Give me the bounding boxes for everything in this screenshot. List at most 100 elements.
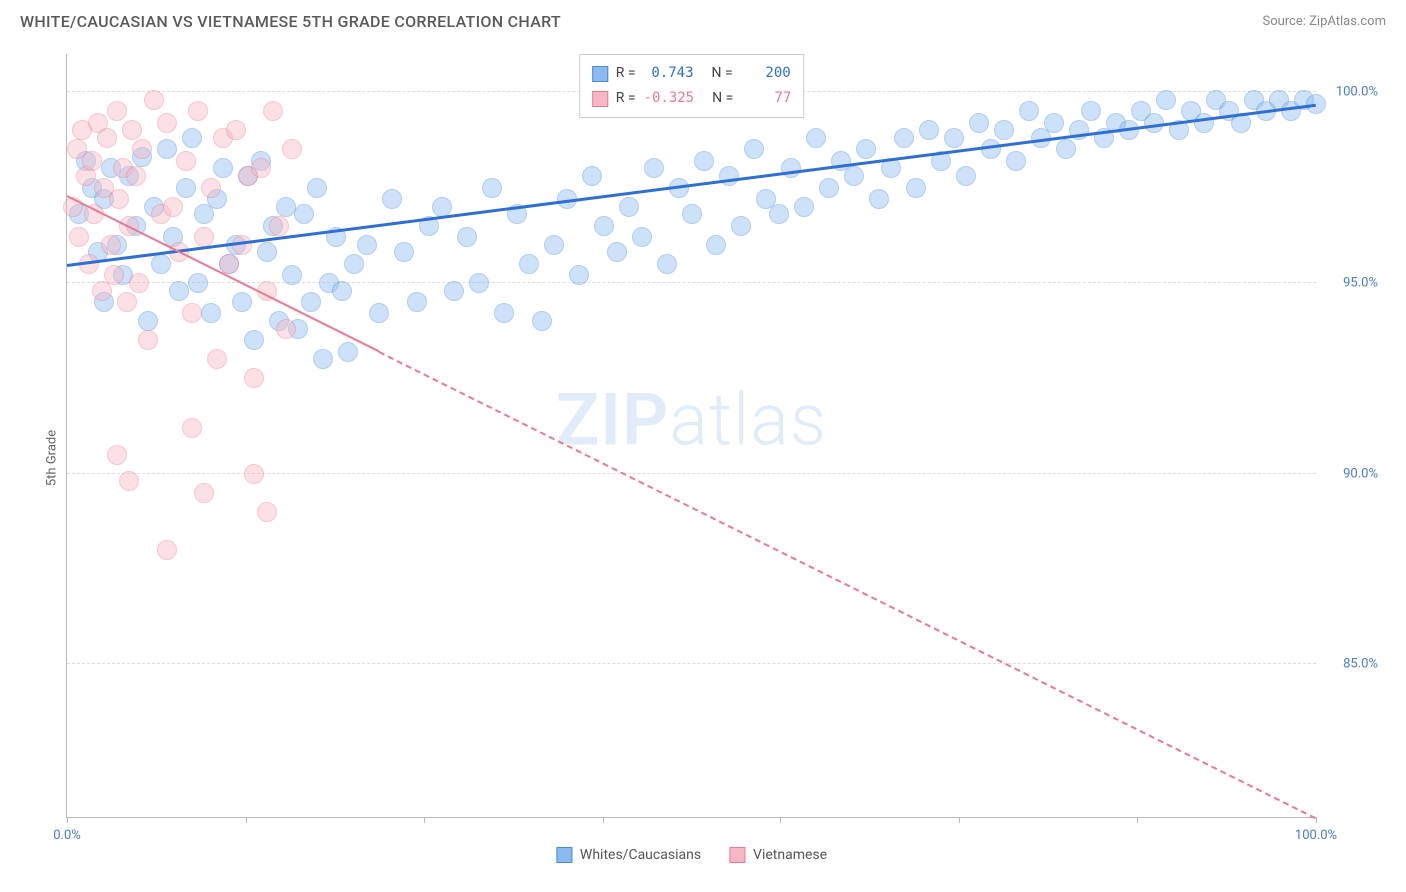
watermark: ZIPatlas <box>556 378 828 463</box>
scatter-point <box>894 128 914 148</box>
trend-line <box>67 104 1316 267</box>
scatter-point <box>844 166 864 186</box>
scatter-point <box>994 120 1014 140</box>
scatter-point <box>107 445 127 465</box>
scatter-point <box>457 227 477 247</box>
scatter-point <box>232 292 252 312</box>
y-tick-label: 85.0% <box>1322 657 1378 672</box>
chart-container: 5th Grade ZIPatlas R =0.743N =200R =-0.3… <box>20 44 1386 872</box>
scatter-point <box>82 151 102 171</box>
scatter-point <box>294 204 314 224</box>
scatter-point <box>1019 101 1039 121</box>
scatter-point <box>1156 90 1176 110</box>
y-tick-label: 90.0% <box>1322 466 1378 481</box>
scatter-point <box>519 254 539 274</box>
scatter-point <box>97 128 117 148</box>
scatter-point <box>944 128 964 148</box>
scatter-point <box>544 235 564 255</box>
scatter-point <box>657 254 677 274</box>
stats-row: R =0.743N =200 <box>592 61 792 86</box>
scatter-point <box>144 90 164 110</box>
scatter-point <box>213 158 233 178</box>
scatter-point <box>104 265 124 285</box>
scatter-point <box>201 178 221 198</box>
scatter-point <box>138 330 158 350</box>
scatter-point <box>369 303 389 323</box>
scatter-point <box>276 197 296 217</box>
x-tick <box>424 817 425 823</box>
scatter-plot: ZIPatlas R =0.743N =200R =-0.325N =77 Wh… <box>66 54 1316 818</box>
scatter-point <box>607 242 627 262</box>
scatter-point <box>163 197 183 217</box>
scatter-point <box>1044 113 1064 133</box>
scatter-point <box>706 235 726 255</box>
x-tick <box>959 817 960 823</box>
scatter-point <box>819 178 839 198</box>
scatter-point <box>644 158 664 178</box>
scatter-point <box>394 242 414 262</box>
x-tick <box>1137 817 1138 823</box>
scatter-point <box>313 349 333 369</box>
scatter-point <box>132 139 152 159</box>
scatter-point <box>282 139 302 159</box>
scatter-point <box>357 235 377 255</box>
scatter-point <box>869 189 889 209</box>
scatter-point <box>219 254 239 274</box>
scatter-point <box>207 349 227 369</box>
scatter-point <box>338 342 358 362</box>
trend-line <box>379 351 1317 819</box>
scatter-point <box>731 216 751 236</box>
x-tick-label: 100.0% <box>1295 828 1337 843</box>
scatter-point <box>263 101 283 121</box>
scatter-point <box>469 273 489 293</box>
stats-legend-box: R =0.743N =200R =-0.325N =77 <box>579 54 805 118</box>
scatter-point <box>956 166 976 186</box>
scatter-point <box>117 292 137 312</box>
scatter-point <box>919 120 939 140</box>
scatter-point <box>101 235 121 255</box>
y-axis-label: 5th Grade <box>45 430 60 486</box>
scatter-point <box>169 281 189 301</box>
legend-item: Whites/Caucasians <box>556 847 701 863</box>
scatter-point <box>532 311 552 331</box>
scatter-point <box>856 139 876 159</box>
scatter-point <box>794 197 814 217</box>
scatter-point <box>244 330 264 350</box>
scatter-point <box>494 303 514 323</box>
gridline <box>67 282 1316 283</box>
x-tick <box>246 817 247 823</box>
scatter-point <box>806 128 826 148</box>
scatter-point <box>109 189 129 209</box>
scatter-point <box>1006 151 1026 171</box>
scatter-point <box>969 113 989 133</box>
scatter-point <box>344 254 364 274</box>
scatter-point <box>251 158 271 178</box>
scatter-point <box>682 204 702 224</box>
scatter-point <box>157 113 177 133</box>
scatter-point <box>151 254 171 274</box>
gridline <box>67 663 1316 664</box>
scatter-point <box>182 128 202 148</box>
scatter-point <box>719 166 739 186</box>
series-swatch <box>592 66 608 82</box>
legend-item: Vietnamese <box>729 847 827 863</box>
scatter-point <box>119 471 139 491</box>
x-tick <box>1316 817 1317 823</box>
scatter-point <box>194 227 214 247</box>
scatter-point <box>1081 101 1101 121</box>
scatter-point <box>1056 139 1076 159</box>
scatter-point <box>694 151 714 171</box>
scatter-point <box>182 418 202 438</box>
scatter-point <box>906 178 926 198</box>
scatter-point <box>226 120 246 140</box>
x-tick <box>780 817 781 823</box>
scatter-point <box>194 483 214 503</box>
x-tick <box>603 817 604 823</box>
scatter-point <box>594 216 614 236</box>
scatter-point <box>188 101 208 121</box>
scatter-point <box>257 242 277 262</box>
scatter-point <box>157 139 177 159</box>
scatter-point <box>182 303 202 323</box>
scatter-point <box>269 216 289 236</box>
scatter-point <box>122 120 142 140</box>
